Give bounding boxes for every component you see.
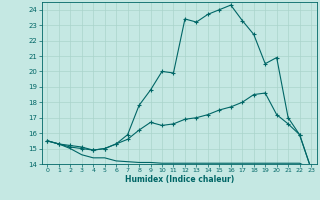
X-axis label: Humidex (Indice chaleur): Humidex (Indice chaleur): [124, 175, 234, 184]
